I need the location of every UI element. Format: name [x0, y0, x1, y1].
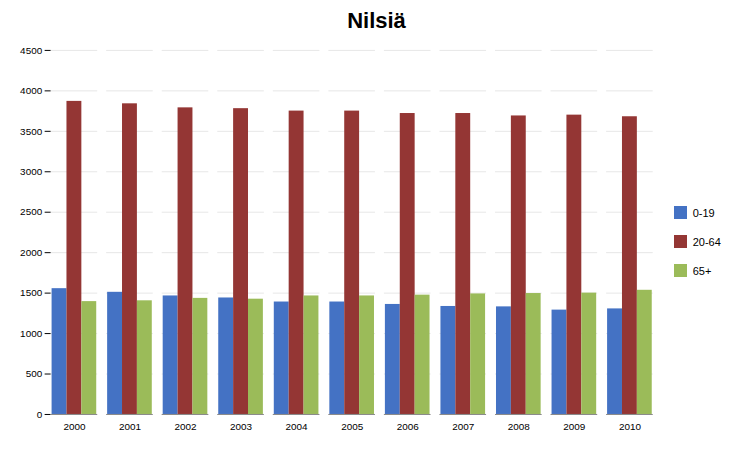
svg-text:2004: 2004 [286, 421, 309, 432]
svg-text:3000: 3000 [20, 166, 43, 177]
svg-text:1500: 1500 [20, 287, 43, 298]
svg-text:2006: 2006 [397, 421, 420, 432]
svg-text:2000: 2000 [63, 421, 86, 432]
html-text:20-64: 20-64 [692, 235, 721, 248]
svg-text:4500: 4500 [20, 45, 43, 56]
svg-text:500: 500 [26, 368, 43, 379]
svg-text:1000: 1000 [20, 328, 43, 339]
svg-text:2005: 2005 [341, 421, 364, 432]
svg-text:4000: 4000 [20, 85, 43, 96]
svg-text:2002: 2002 [174, 421, 197, 432]
html-text:Nilsiä: Nilsiä [347, 8, 406, 33]
html-text:0-19: 0-19 [692, 206, 715, 219]
svg-text:2003: 2003 [230, 421, 253, 432]
svg-text:2500: 2500 [20, 206, 43, 217]
svg-text:2001: 2001 [119, 421, 142, 432]
html-text:65+: 65+ [692, 264, 712, 277]
svg-text:2000: 2000 [20, 247, 43, 258]
svg-text:2009: 2009 [563, 421, 586, 432]
svg-text:2007: 2007 [452, 421, 475, 432]
svg-text:2008: 2008 [508, 421, 531, 432]
svg-text:3500: 3500 [20, 125, 43, 136]
svg-text:0: 0 [37, 409, 43, 420]
svg-text:2010: 2010 [619, 421, 642, 432]
